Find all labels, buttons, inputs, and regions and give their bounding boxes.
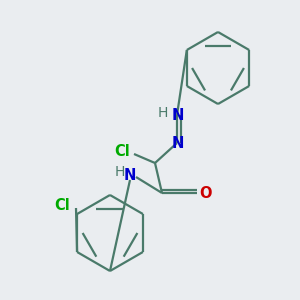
Text: O: O — [199, 185, 211, 200]
Text: Cl: Cl — [54, 197, 70, 212]
Text: N: N — [124, 167, 136, 182]
Text: N: N — [172, 136, 184, 151]
Text: Cl: Cl — [114, 145, 130, 160]
Text: H: H — [115, 165, 125, 179]
Text: H: H — [158, 106, 168, 120]
Text: N: N — [172, 107, 184, 122]
